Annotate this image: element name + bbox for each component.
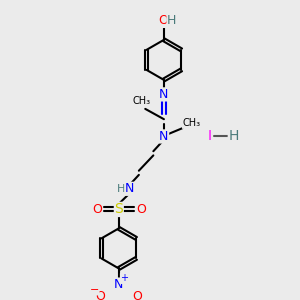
Text: N: N <box>159 130 169 143</box>
Text: CH₃: CH₃ <box>133 95 151 106</box>
Text: O: O <box>92 203 102 216</box>
Text: +: + <box>120 274 128 284</box>
Text: H: H <box>228 130 239 143</box>
Text: O: O <box>95 290 105 300</box>
Text: N: N <box>159 88 169 101</box>
Text: O: O <box>136 203 146 216</box>
Text: N: N <box>125 182 134 195</box>
Text: I: I <box>208 130 212 143</box>
Text: −: − <box>90 285 99 295</box>
Text: O: O <box>158 14 168 27</box>
Text: H: H <box>117 184 125 194</box>
Text: S: S <box>114 202 123 216</box>
Text: N: N <box>114 278 124 291</box>
Text: H: H <box>167 14 176 27</box>
Text: CH₃: CH₃ <box>182 118 201 128</box>
Text: O: O <box>132 290 142 300</box>
